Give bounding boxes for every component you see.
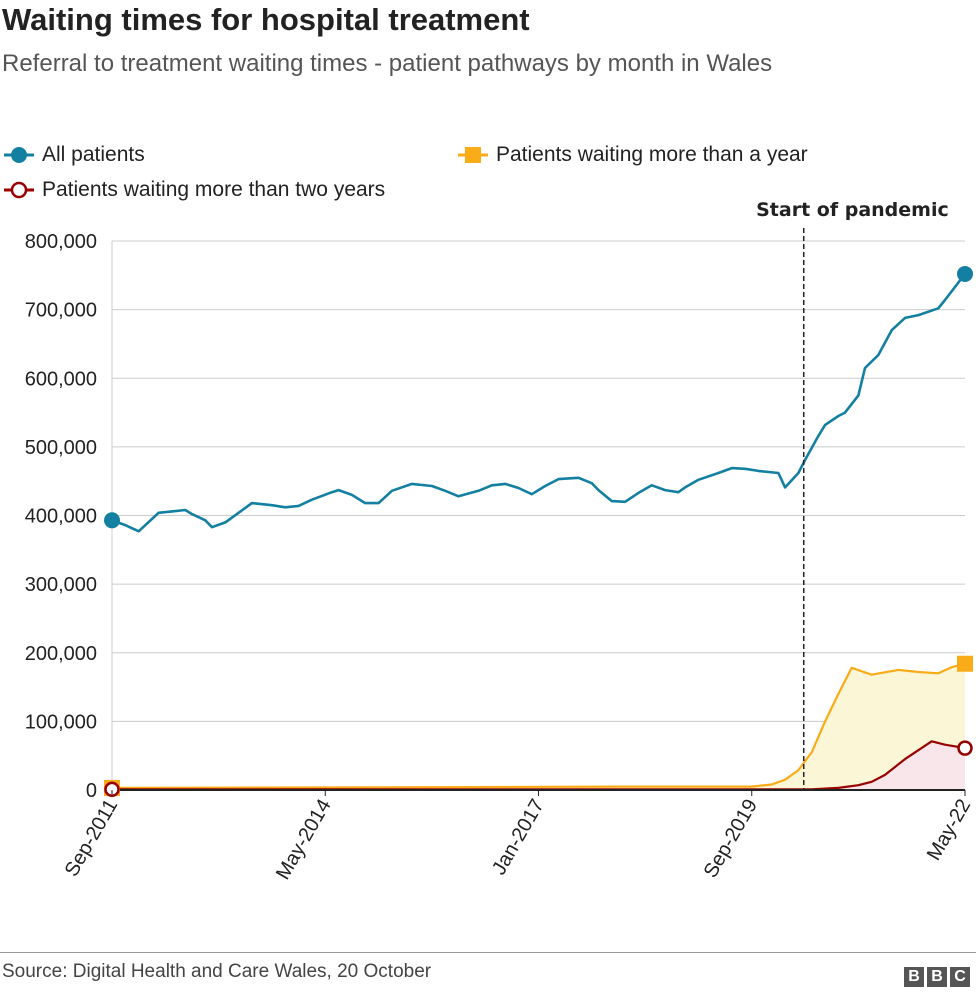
x-tick-label: May-2014 — [272, 796, 336, 884]
point-marker — [957, 655, 973, 672]
point-marker — [957, 265, 973, 282]
x-tick-label: Sep-2011 — [61, 796, 123, 881]
line-chart: 0 100,000 200,000 300,000 400,000 500,000 600,… — [25, 199, 976, 884]
series-line — [112, 740, 966, 791]
y-tick-label: 800,000 — [25, 231, 97, 253]
series-line — [111, 662, 966, 789]
y-tick-label: 100,000 — [25, 711, 97, 733]
area-year — [112, 663, 965, 790]
chart-subtitle: Referral to treatment waiting times - pa… — [2, 50, 773, 77]
legend-year: Patients waiting more than a year — [458, 143, 808, 167]
y-tick-label: 0 — [86, 780, 97, 802]
y-tick-label: 600,000 — [25, 368, 97, 390]
legend-square-icon — [458, 147, 488, 163]
chart-title: Waiting times for hospital treatment — [2, 2, 530, 37]
y-tick-label: 500,000 — [25, 437, 97, 459]
x-tick-label: Sep-2019 — [700, 796, 762, 882]
legend-label: All patients — [42, 143, 145, 166]
legend-circle-icon — [4, 147, 34, 163]
series-line — [111, 273, 967, 533]
y-tick-label: 200,000 — [25, 643, 97, 665]
x-tick-label: May-22 — [923, 796, 975, 865]
point-marker — [957, 740, 973, 756]
x-tick-label: Jan-2017 — [488, 796, 549, 879]
legend-open-circle-icon — [4, 181, 34, 199]
y-tick-label: 300,000 — [25, 574, 97, 596]
y-tick-label: 700,000 — [25, 300, 97, 322]
source-note: Source: Digital Health and Care Wales, 2… — [2, 961, 432, 982]
legend-label: Patients waiting more than two years — [42, 178, 386, 201]
legend-two-years: Patients waiting more than two years — [4, 178, 385, 202]
footer-divider — [0, 952, 976, 953]
pandemic-label: Start of pandemic — [756, 199, 949, 221]
legend-label: Patients waiting more than a year — [496, 143, 808, 166]
legend-all-patients: All patients — [4, 143, 145, 167]
point-marker — [104, 512, 120, 529]
y-tick-label: 400,000 — [25, 506, 97, 528]
area-two-years — [112, 741, 965, 790]
